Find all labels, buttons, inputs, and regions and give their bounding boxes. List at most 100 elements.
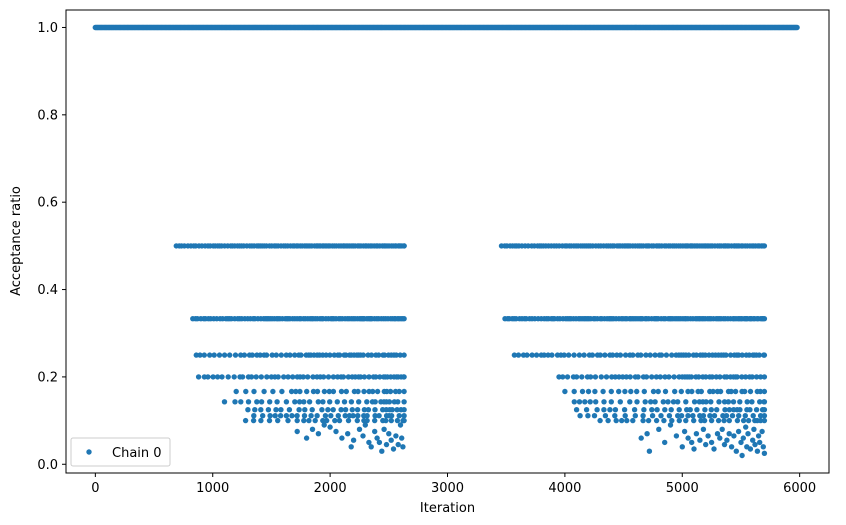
data-point [257,352,263,358]
data-point [608,388,614,395]
x-tick-label: 3000 [431,481,464,496]
data-point [386,431,392,437]
data-point [665,399,671,405]
data-point [576,399,583,405]
data-point [638,435,644,441]
data-point [394,407,400,413]
data-point [296,407,302,413]
data-point [355,388,361,395]
data-point [361,388,367,395]
y-tick-label: 0.6 [37,196,58,211]
data-point [360,433,366,439]
data-point [657,374,663,380]
data-point [666,413,673,419]
data-point [736,413,742,419]
data-point [362,422,368,428]
data-point [582,399,588,405]
data-point [211,352,217,358]
data-point [714,407,720,413]
data-point [348,444,354,450]
data-point [667,422,674,428]
data-point [370,388,376,395]
data-point [619,417,625,424]
data-point [755,433,762,439]
data-point [306,399,313,405]
data-point [342,407,349,413]
data-point [320,417,326,424]
data-point [761,316,768,322]
data-point [761,417,768,424]
data-point [376,413,382,419]
data-point [652,352,658,358]
data-point [587,374,594,380]
data-point [322,413,329,419]
data-point [305,374,311,380]
data-point [761,450,768,456]
data-point [723,352,729,358]
data-point [243,388,249,395]
data-point [608,399,614,405]
data-point [335,413,341,419]
data-point [757,417,764,424]
data-point [393,352,399,358]
data-point [662,374,668,380]
data-point [294,417,300,424]
data-point [372,407,378,413]
plot-frame [65,9,830,474]
legend-box [70,437,171,467]
data-point [270,388,276,395]
x-tick-label: 1000 [196,481,229,496]
data-point [233,388,239,395]
data-point [324,417,330,424]
data-point [330,388,337,395]
data-point [722,407,728,413]
data-point [645,417,652,424]
data-point [400,444,406,450]
data-point [573,407,580,413]
data-point [388,413,395,419]
data-point [207,352,213,358]
data-point [761,413,768,419]
data-point [245,407,251,413]
data-point [571,399,577,405]
data-point [401,243,407,249]
data-point [622,388,628,395]
data-point [301,399,307,405]
data-point [663,352,670,358]
data-point [761,374,768,380]
x-tick-label: 2000 [314,481,347,496]
data-point [656,426,662,432]
data-point [345,374,352,380]
data-point [592,388,598,395]
data-point [724,437,730,443]
data-point [673,433,680,439]
data-point [320,399,326,405]
data-point [366,374,372,380]
data-point [662,439,668,446]
points-layer [92,24,800,459]
data-point [387,388,394,395]
data-point [749,399,755,405]
data-point [690,413,696,419]
data-point [721,417,727,424]
data-point [642,399,648,405]
data-point [662,388,669,395]
data-point [383,417,389,424]
data-point [761,407,768,413]
data-point [716,399,722,405]
data-point [374,388,381,395]
data-point [661,417,667,424]
data-point [210,374,216,380]
data-point [589,352,596,358]
data-point [239,374,246,380]
data-point [238,352,244,358]
data-point [269,352,275,358]
data-point [603,374,610,380]
data-point [711,446,717,452]
data-point [624,417,630,424]
data-point [383,441,390,448]
data-point [379,448,385,454]
data-point [675,399,681,405]
data-point [303,435,310,441]
